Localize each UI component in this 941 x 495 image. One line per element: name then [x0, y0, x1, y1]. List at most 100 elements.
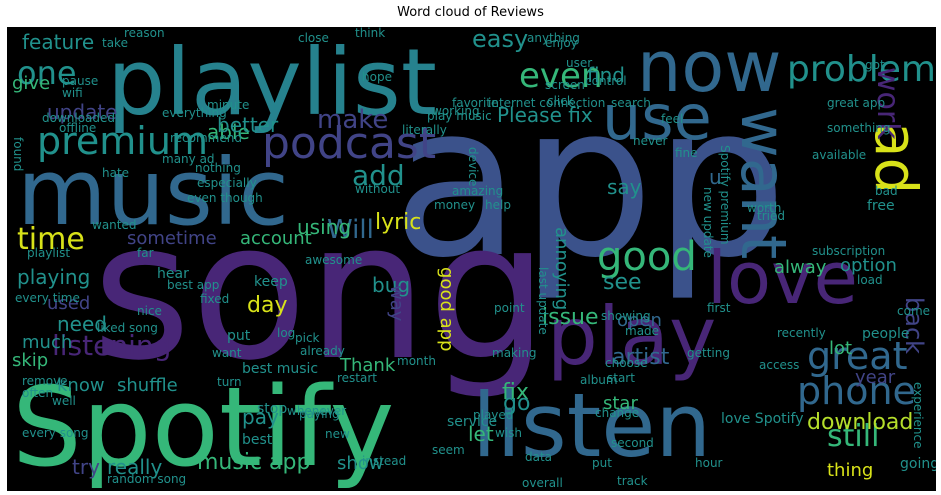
cloud-word: access [759, 358, 800, 372]
cloud-word: point [494, 301, 525, 315]
cloud-word: even though [187, 191, 263, 205]
cloud-word: working [432, 104, 480, 118]
cloud-word: pause [62, 74, 99, 88]
cloud-word: music app [197, 450, 311, 475]
cloud-word: thing [827, 460, 874, 481]
cloud-word: anything [527, 31, 580, 45]
cloud-word: album [580, 373, 618, 387]
cloud-word: know [57, 375, 105, 396]
cloud-word: user [566, 56, 593, 70]
cloud-word: try [72, 455, 100, 479]
cloud-word: experience [911, 382, 925, 449]
cloud-word: hear [157, 266, 189, 282]
cloud-word: see [603, 270, 642, 295]
cloud-word: bad [875, 184, 898, 198]
cloud-word: choose [605, 356, 648, 370]
cloud-word: played [473, 408, 514, 422]
cloud-word: let [468, 422, 494, 446]
cloud-word: listening [52, 329, 172, 362]
cloud-word: amazing [452, 184, 504, 198]
cloud-word: one [17, 54, 77, 92]
cloud-word: Please fix [497, 103, 593, 127]
cloud-word: open [617, 310, 662, 331]
cloud-word: better [217, 113, 279, 137]
cloud-word: play music [427, 109, 492, 123]
cloud-word: put [227, 328, 251, 344]
cloud-word: great [807, 334, 908, 378]
cloud-word: love Spotify [721, 411, 804, 427]
cloud-word: close [298, 31, 329, 45]
cloud-word: need [57, 312, 107, 336]
cloud-word: people [862, 326, 910, 342]
cloud-word: every song [22, 426, 89, 440]
cloud-word: fixed [200, 292, 230, 306]
cloud-word: bug [372, 273, 411, 297]
cloud-word: free [867, 198, 895, 214]
cloud-word: available [812, 148, 867, 162]
cloud-word: nothing [195, 161, 241, 175]
cloud-word: never [633, 134, 668, 148]
cloud-word: make [317, 105, 389, 135]
cloud-word: enjoy [545, 36, 578, 50]
cloud-word: pay [242, 405, 279, 429]
cloud-word: now [637, 27, 782, 108]
cloud-word: artist [612, 345, 670, 370]
cloud-word: pick [295, 331, 320, 345]
cloud-word: use [602, 81, 712, 154]
cloud-word: seem [432, 443, 465, 457]
cloud-word: already [300, 344, 345, 358]
cloud-word: really [107, 455, 163, 479]
cloud-word: everything [162, 106, 227, 120]
cloud-word: subscription [812, 244, 886, 258]
cloud-word: recommend [170, 131, 242, 145]
cloud-word: fix [502, 380, 529, 405]
cloud-word: listen [472, 374, 712, 477]
cloud-word: change [595, 406, 640, 420]
cloud-word: paying [299, 407, 340, 421]
cloud-word: stop [257, 401, 288, 417]
cloud-word: track [617, 474, 648, 488]
cloud-word: found [11, 137, 25, 172]
cloud-word: great app [827, 96, 886, 110]
cloud-word: every time [15, 291, 80, 305]
cloud-word: best [242, 432, 273, 448]
cloud-word: hope [362, 70, 392, 84]
cloud-word: time [17, 222, 85, 257]
cloud-word: hate [102, 166, 130, 180]
cloud-word: premium [37, 119, 208, 163]
cloud-word: feature [22, 30, 95, 54]
cloud-word: new [325, 427, 350, 441]
cloud-word: add [352, 159, 405, 192]
cloud-word: account [240, 228, 312, 249]
cloud-word: well [52, 394, 76, 408]
cloud-word: screen [545, 78, 585, 92]
cloud-word: load [857, 273, 883, 287]
cloud-word: making [492, 346, 537, 360]
chart-title: Word cloud of Reviews [397, 5, 544, 20]
cloud-word: wanted [92, 218, 137, 232]
cloud-word: think [355, 27, 386, 40]
cloud-word: playlist [27, 246, 71, 260]
cloud-word: awesome [305, 253, 363, 267]
cloud-word: best app [167, 278, 220, 292]
cloud-word: still [827, 419, 880, 454]
cloud-word: issue [542, 305, 599, 330]
cloud-word: reason [124, 27, 165, 40]
cloud-word: able [207, 120, 250, 144]
cloud-word: service [447, 414, 498, 430]
cloud-word: way [386, 285, 407, 322]
cloud-word: month [397, 354, 436, 368]
cloud-word: got [865, 58, 885, 72]
cloud-word: overall [522, 476, 563, 490]
cloud-word: help [485, 198, 511, 212]
cloud-word: internet connection [488, 96, 606, 110]
cloud-word: sometime [127, 228, 217, 249]
cloud-word: shuffle [117, 375, 178, 396]
cloud-word: new update [701, 187, 715, 258]
cloud-word: app [392, 59, 788, 304]
cloud-word: ad [862, 122, 930, 195]
cloud-word: control [585, 74, 627, 88]
cloud-word: play [547, 290, 717, 383]
cloud-word: annoying [551, 227, 572, 311]
cloud-word: feel [661, 112, 684, 126]
